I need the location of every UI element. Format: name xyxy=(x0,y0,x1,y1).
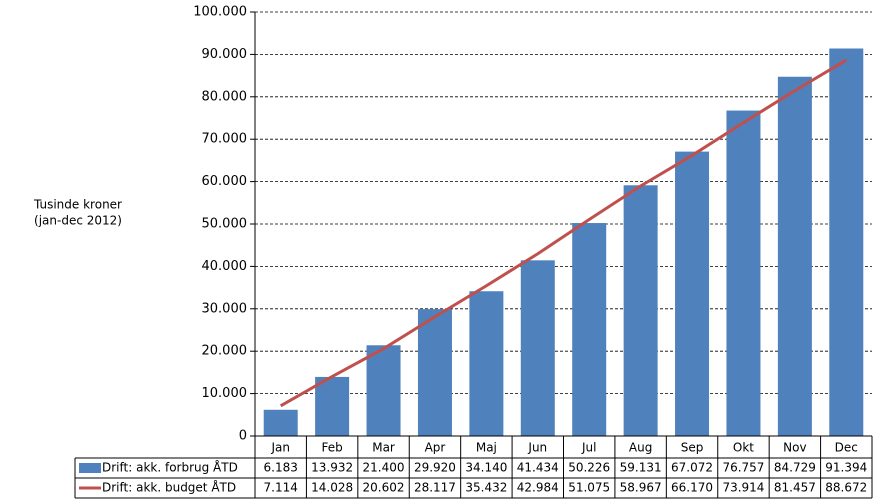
y-tick-label: 60.000 xyxy=(202,174,248,189)
legend-label: Drift: akk. budget ÅTD xyxy=(102,480,236,495)
bar xyxy=(675,151,710,436)
bar xyxy=(263,409,298,436)
legend-swatch xyxy=(79,463,101,473)
table-value: 41.434 xyxy=(517,461,559,475)
bar xyxy=(572,223,607,436)
bar xyxy=(315,376,350,436)
y-tick-label: 30.000 xyxy=(202,301,248,316)
table-value: 81.457 xyxy=(774,481,816,495)
bar xyxy=(417,309,452,436)
table-value: 7.114 xyxy=(264,481,298,495)
table-value: 59.131 xyxy=(620,461,662,475)
table-value: 50.226 xyxy=(568,461,610,475)
y-tick-label: 90.000 xyxy=(202,47,248,62)
bar xyxy=(520,260,555,436)
x-tick-label: Feb xyxy=(322,441,343,455)
table-value: 28.117 xyxy=(414,481,456,495)
table-value: 84.729 xyxy=(774,461,816,475)
bar xyxy=(726,110,761,436)
y-tick-label: 0 xyxy=(239,429,247,444)
y-tick-label: 50.000 xyxy=(202,217,248,232)
bar xyxy=(623,185,658,436)
table-value: 13.932 xyxy=(311,461,353,475)
y-tick-label: 70.000 xyxy=(202,132,248,147)
table-value: 73.914 xyxy=(722,481,764,495)
y-tick-label: 10.000 xyxy=(202,386,248,401)
table-value: 14.028 xyxy=(311,481,353,495)
table-value: 67.072 xyxy=(671,461,713,475)
table-value: 29.920 xyxy=(414,461,456,475)
x-tick-label: Okt xyxy=(733,441,754,455)
table-value: 91.394 xyxy=(825,461,867,475)
table-value: 34.140 xyxy=(465,461,507,475)
table-value: 6.183 xyxy=(264,461,298,475)
line-series xyxy=(279,58,848,408)
y-tick-label: 80.000 xyxy=(202,89,248,104)
table-value: 20.602 xyxy=(363,481,405,495)
table-value: 88.672 xyxy=(825,481,867,495)
x-tick-label: Maj xyxy=(476,441,497,455)
bar xyxy=(777,76,812,437)
y-axis-label: Tusinde kroner xyxy=(33,198,122,212)
x-tick-label: Dec xyxy=(835,441,858,455)
table-value: 76.757 xyxy=(722,461,764,475)
y-tick-label: 100.000 xyxy=(193,5,247,20)
x-tick-label: Jan xyxy=(270,441,290,455)
table-value: 58.967 xyxy=(620,481,662,495)
x-tick-label: Nov xyxy=(783,441,806,455)
y-tick-label: 40.000 xyxy=(202,259,248,274)
x-tick-label: Apr xyxy=(425,441,446,455)
table-value: 35.432 xyxy=(465,481,507,495)
y-axis-label: (jan-dec 2012) xyxy=(34,214,122,228)
y-tick-label: 20.000 xyxy=(202,344,248,359)
table-value: 51.075 xyxy=(568,481,610,495)
x-tick-label: Sep xyxy=(681,441,704,455)
bar xyxy=(829,48,864,436)
bar xyxy=(366,345,401,436)
bar xyxy=(469,291,504,436)
x-tick-label: Jun xyxy=(527,441,547,455)
legend-label: Drift: akk. forbrug ÅTD xyxy=(102,460,238,475)
x-tick-label: Aug xyxy=(629,441,652,455)
table-value: 42.984 xyxy=(517,481,559,495)
x-tick-label: Mar xyxy=(372,441,395,455)
table-value: 66.170 xyxy=(671,481,713,495)
x-tick-label: Jul xyxy=(581,441,596,455)
table-value: 21.400 xyxy=(363,461,405,475)
